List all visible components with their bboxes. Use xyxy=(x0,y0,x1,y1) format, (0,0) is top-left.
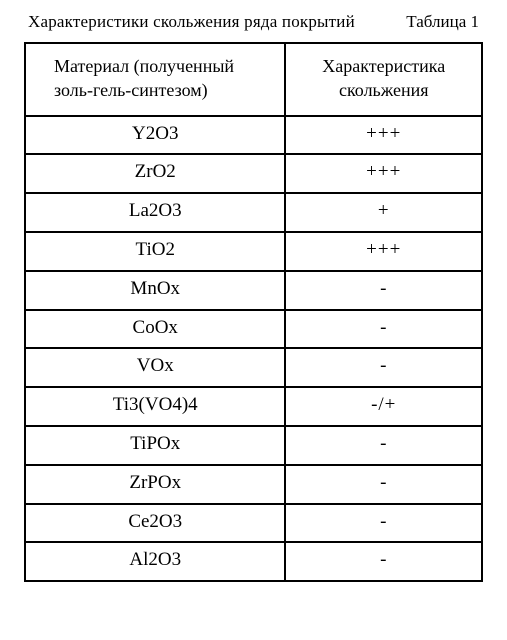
cell-value: - xyxy=(285,271,482,310)
table-header-row: Материал (полученный золь-гель-синтезом)… xyxy=(25,43,482,116)
cell-value: +++ xyxy=(285,116,482,155)
cell-material: MnOx xyxy=(25,271,285,310)
cell-material: TiO2 xyxy=(25,232,285,271)
cell-value: - xyxy=(285,542,482,581)
table-row: Ti3(VO4)4 -/+ xyxy=(25,387,482,426)
table-body: Y2O3 +++ ZrO2 +++ La2O3 + TiO2 +++ MnOx … xyxy=(25,116,482,582)
cell-material: VOx xyxy=(25,348,285,387)
table-row: TiO2 +++ xyxy=(25,232,482,271)
cell-material: Al2O3 xyxy=(25,542,285,581)
cell-value: - xyxy=(285,504,482,543)
table-row: TiPOx - xyxy=(25,426,482,465)
page-container: Характеристики скольжения ряда покрытий … xyxy=(0,0,507,602)
table-row: MnOx - xyxy=(25,271,482,310)
header-material-line1: Материал (полученный xyxy=(54,56,234,76)
table-label: Таблица 1 xyxy=(406,12,479,32)
header-characteristic-line2: скольжения xyxy=(339,80,429,100)
cell-material: Ti3(VO4)4 xyxy=(25,387,285,426)
cell-value: - xyxy=(285,465,482,504)
header-characteristic-line1: Характеристика xyxy=(322,56,445,76)
table-title: Характеристики скольжения ряда покрытий xyxy=(28,12,355,32)
cell-value: + xyxy=(285,193,482,232)
cell-value: - xyxy=(285,310,482,349)
cell-value: +++ xyxy=(285,232,482,271)
table-row: VOx - xyxy=(25,348,482,387)
cell-material: La2O3 xyxy=(25,193,285,232)
table-row: CoOx - xyxy=(25,310,482,349)
cell-material: Ce2O3 xyxy=(25,504,285,543)
cell-material: ZrO2 xyxy=(25,154,285,193)
header-material: Материал (полученный золь-гель-синтезом) xyxy=(25,43,285,116)
caption-row: Характеристики скольжения ряда покрытий … xyxy=(24,12,483,32)
cell-value: - xyxy=(285,348,482,387)
table-row: ZrO2 +++ xyxy=(25,154,482,193)
cell-material: CoOx xyxy=(25,310,285,349)
table-row: ZrPOx - xyxy=(25,465,482,504)
table-row: La2O3 + xyxy=(25,193,482,232)
header-characteristic: Характеристика скольжения xyxy=(285,43,482,116)
table-row: Y2O3 +++ xyxy=(25,116,482,155)
cell-material: TiPOx xyxy=(25,426,285,465)
header-material-line2: золь-гель-синтезом) xyxy=(54,80,208,100)
coatings-table: Материал (полученный золь-гель-синтезом)… xyxy=(24,42,483,582)
cell-value: +++ xyxy=(285,154,482,193)
cell-value: -/+ xyxy=(285,387,482,426)
cell-value: - xyxy=(285,426,482,465)
cell-material: Y2O3 xyxy=(25,116,285,155)
table-row: Al2O3 - xyxy=(25,542,482,581)
table-row: Ce2O3 - xyxy=(25,504,482,543)
cell-material: ZrPOx xyxy=(25,465,285,504)
